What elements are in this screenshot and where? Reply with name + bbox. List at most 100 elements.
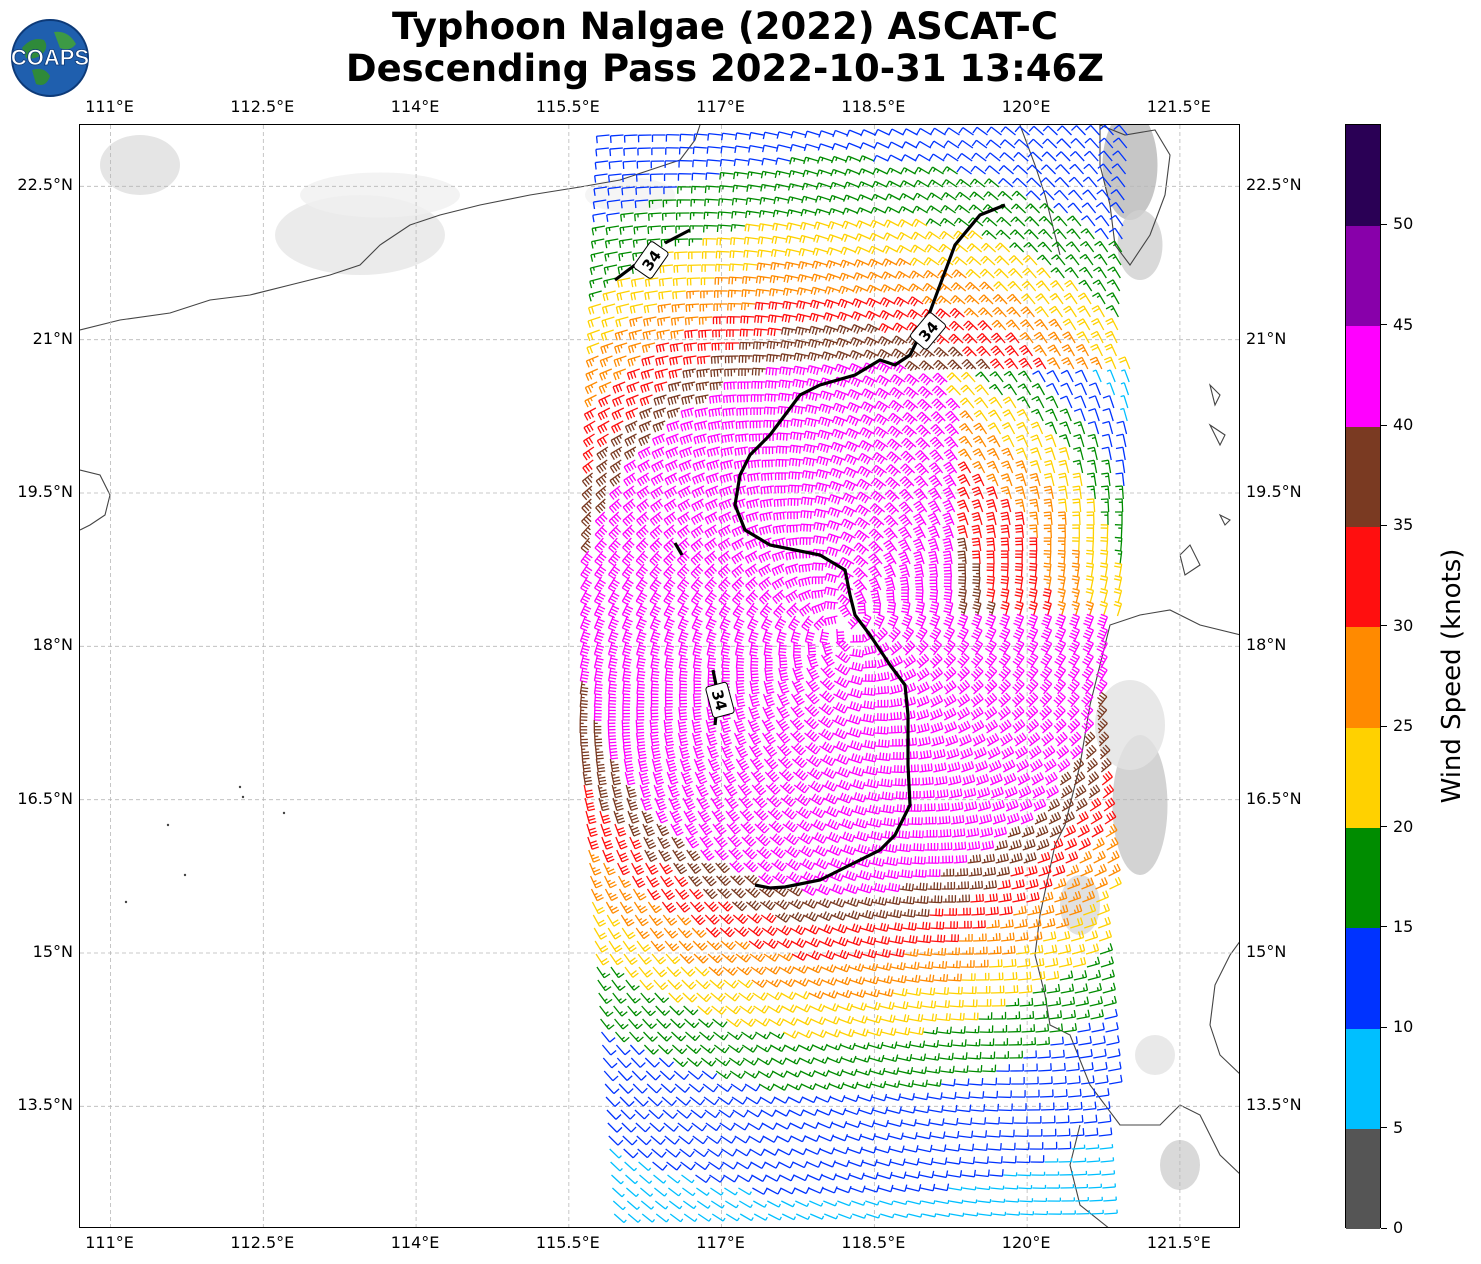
wind-barb xyxy=(1082,626,1094,643)
wind-barb xyxy=(1092,279,1107,292)
wind-barb xyxy=(945,947,961,956)
colorbar-segment xyxy=(1346,827,1380,929)
wind-barb xyxy=(719,171,734,180)
wind-barb xyxy=(637,147,651,156)
wind-barb xyxy=(984,652,998,669)
wind-barb xyxy=(932,960,948,969)
wind-barb xyxy=(913,1079,928,1088)
wind-barb xyxy=(656,329,670,340)
wind-barb xyxy=(622,667,632,683)
wind-barb xyxy=(751,367,766,376)
wind-barb xyxy=(641,355,655,367)
wind-barb xyxy=(596,771,607,786)
wind-barb xyxy=(1091,305,1105,318)
wind-barb xyxy=(1016,958,1031,968)
wind-barb xyxy=(734,446,748,456)
wind-barb xyxy=(1013,151,1029,162)
wind-barb xyxy=(1061,356,1075,370)
wind-barb xyxy=(691,732,703,747)
wind-barb xyxy=(906,1184,922,1192)
lat-tick-right: 22.5°N xyxy=(1246,175,1302,194)
wind-barb xyxy=(1118,356,1131,370)
wind-barb xyxy=(918,373,934,386)
wind-barb xyxy=(871,882,887,893)
wind-barb xyxy=(607,602,620,619)
wind-barb xyxy=(580,563,593,580)
wind-barb xyxy=(647,1096,663,1107)
wind-barb xyxy=(1017,772,1031,786)
wind-barb xyxy=(1073,421,1086,435)
wind-barb xyxy=(839,1028,855,1038)
wind-barb xyxy=(1024,1063,1038,1072)
wind-barb xyxy=(1089,996,1103,1007)
wind-barb xyxy=(899,488,914,502)
wind-barb xyxy=(1066,228,1081,240)
wind-barb xyxy=(635,1122,651,1133)
wind-barb xyxy=(650,654,660,670)
wind-barb xyxy=(876,671,890,682)
wind-barb xyxy=(934,1183,950,1192)
wind-barb xyxy=(1029,498,1040,513)
wind-barb xyxy=(947,359,963,370)
wind-barb xyxy=(786,222,802,231)
wind-barb xyxy=(1039,1076,1053,1085)
colorbar-tick-label: 25 xyxy=(1393,716,1413,735)
wind-barb xyxy=(702,1083,719,1093)
wind-barb xyxy=(1101,1170,1116,1176)
wind-barb xyxy=(610,966,625,979)
wind-barb xyxy=(1088,784,1101,799)
wind-barb xyxy=(579,667,590,683)
wind-barb xyxy=(884,489,900,503)
wind-barb xyxy=(726,316,741,324)
wind-barb xyxy=(630,290,644,301)
wind-barb xyxy=(807,641,817,656)
wind-barb xyxy=(649,719,659,734)
wind-barb xyxy=(1061,1197,1075,1202)
wind-barb xyxy=(663,615,675,632)
wind-barb xyxy=(947,761,961,773)
wind-barb xyxy=(793,781,810,794)
wind-barb xyxy=(834,963,851,973)
wind-barb xyxy=(649,537,663,553)
wind-barb xyxy=(1004,345,1019,357)
wind-barb xyxy=(721,1148,737,1157)
wind-barb xyxy=(835,337,852,348)
wind-barb xyxy=(885,464,902,477)
wind-barb xyxy=(1095,215,1110,227)
wind-barb xyxy=(596,966,611,979)
wind-barb xyxy=(597,420,610,434)
wind-barb xyxy=(707,420,722,431)
wind-barb xyxy=(765,782,781,795)
wind-barb xyxy=(857,883,873,894)
wind-barb xyxy=(853,1028,869,1037)
wind-barb xyxy=(621,550,635,566)
wind-barb xyxy=(958,600,968,617)
wind-barb xyxy=(697,1213,712,1222)
wind-barb xyxy=(883,219,900,228)
wind-barb xyxy=(998,652,1011,669)
wind-barb xyxy=(1072,1157,1087,1163)
wind-barb xyxy=(612,1200,626,1211)
wind-barb xyxy=(1043,511,1053,526)
wind-barb xyxy=(989,358,1005,370)
wind-barb xyxy=(1073,1170,1088,1176)
wind-barb xyxy=(814,1082,831,1090)
wind-barb xyxy=(1069,613,1081,630)
wind-barb xyxy=(644,849,658,863)
wind-barb xyxy=(714,847,729,861)
wind-barb xyxy=(692,706,702,721)
wind-barb xyxy=(1101,446,1112,461)
wind-barb xyxy=(1014,524,1024,539)
wind-barb xyxy=(727,1031,743,1041)
wind-barb xyxy=(1041,1115,1056,1124)
wind-barb xyxy=(1083,150,1099,162)
wind-barb xyxy=(841,1068,858,1077)
wind-barb xyxy=(1000,537,1010,552)
wind-barb xyxy=(749,680,760,695)
wind-barb xyxy=(785,550,799,561)
wind-barb xyxy=(637,134,652,143)
wind-barb xyxy=(865,804,881,815)
wind-barb xyxy=(798,563,813,573)
wind-barb xyxy=(751,979,768,988)
wind-barb xyxy=(804,417,820,428)
